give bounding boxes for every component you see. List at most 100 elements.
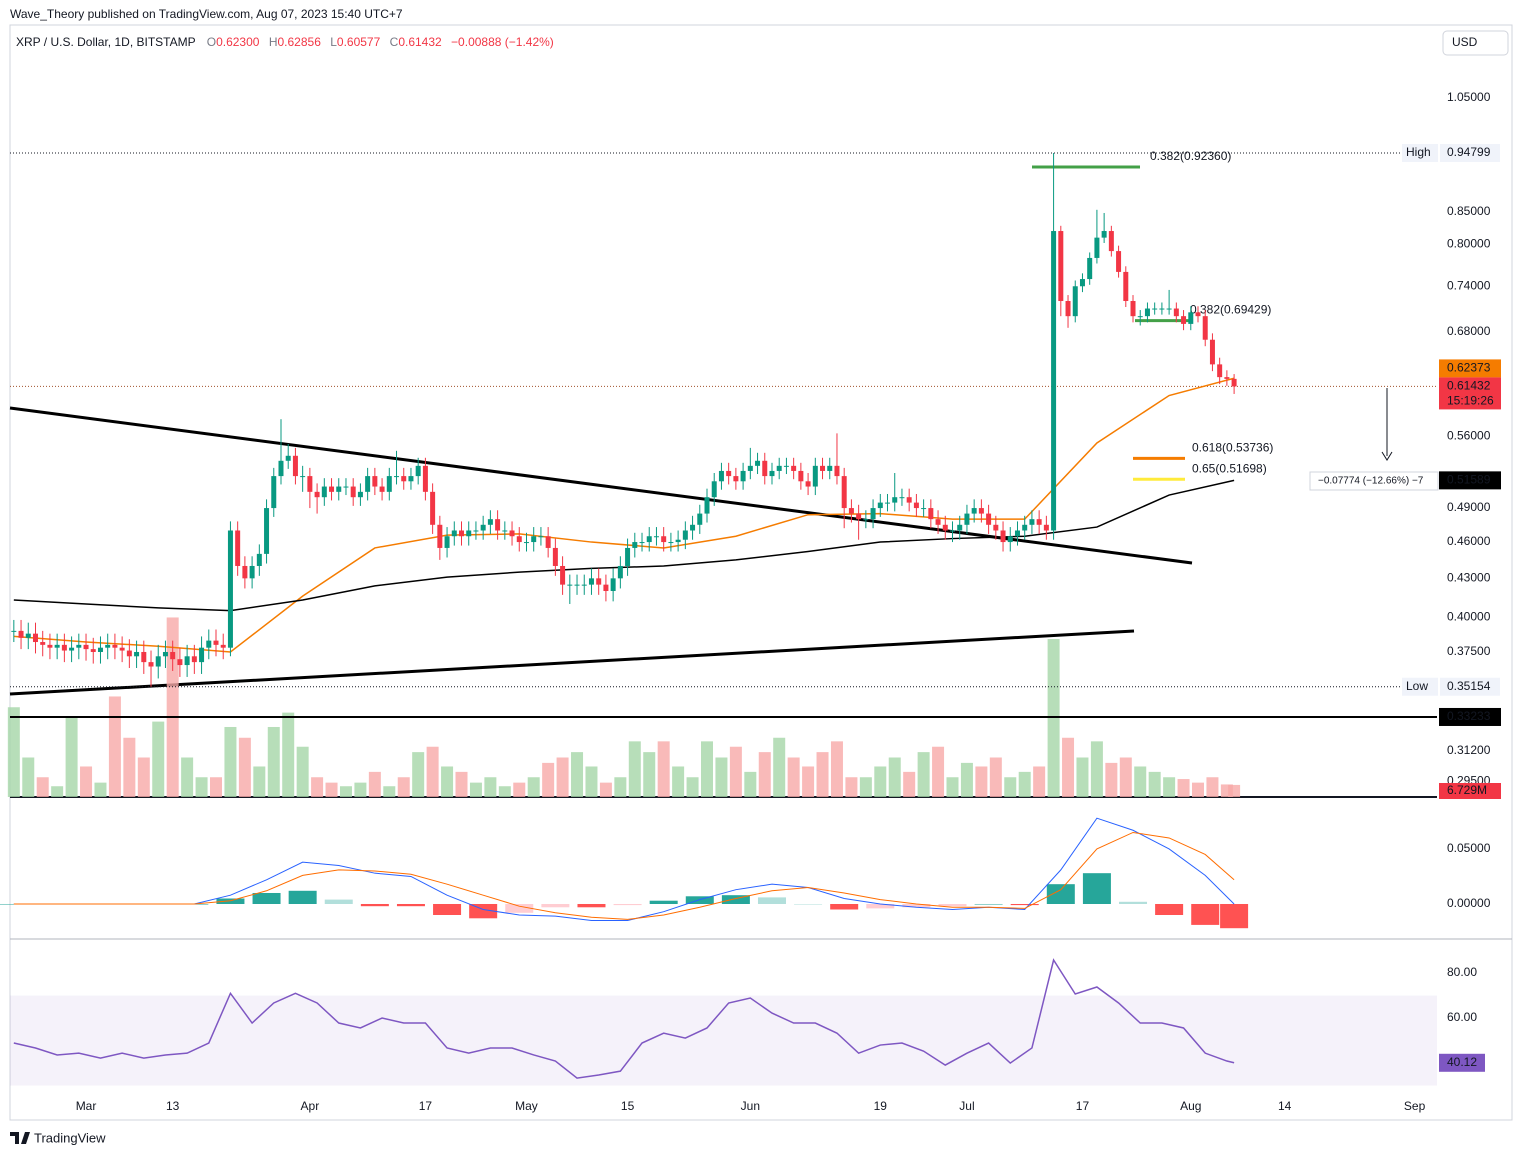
candle-body — [755, 460, 761, 466]
extreme-value: 0.35154 — [1447, 679, 1491, 693]
currency[interactable]: USD — [1452, 35, 1478, 49]
volume-bar — [137, 757, 150, 797]
candle-body — [1087, 257, 1093, 280]
y-tick-label: 0.80000 — [1447, 236, 1491, 250]
volume-bar — [195, 777, 208, 797]
candle-body — [422, 465, 428, 492]
candle-body — [1116, 251, 1122, 272]
candle-body — [1231, 378, 1237, 387]
candle-body — [401, 476, 407, 482]
volume-bar — [903, 771, 916, 797]
volume-bar — [181, 757, 194, 797]
ohlc-key: C — [390, 35, 399, 49]
volume-bar — [108, 696, 121, 797]
countdown: 15:19:26 — [1447, 394, 1494, 408]
candle-body — [899, 497, 905, 499]
candle-body — [83, 644, 89, 650]
candle-body — [617, 565, 623, 579]
candle-body — [227, 530, 233, 648]
y-tick-label: 60.00 — [1447, 1010, 1477, 1024]
candle-body — [971, 508, 977, 514]
volume-bar — [397, 777, 410, 797]
volume-bar — [643, 752, 656, 797]
macd-histogram-bar — [1119, 901, 1148, 904]
volume-bar — [657, 741, 670, 797]
y-tick-label: 0.43000 — [1447, 571, 1491, 585]
volume-bar — [7, 707, 20, 797]
candle-body — [574, 584, 580, 586]
y-tick-label: 80.00 — [1447, 965, 1477, 979]
x-tick-label: 15 — [621, 1099, 635, 1113]
volume-bar — [758, 752, 771, 797]
macd-histogram-bar — [902, 903, 931, 908]
volume-bar — [715, 757, 728, 797]
candle-body — [885, 502, 891, 504]
x-tick-label: 17 — [419, 1099, 433, 1113]
fib-label: 0.382(0.92360) — [1150, 149, 1231, 163]
price-tag-label: 0.51589 — [1447, 473, 1491, 487]
volume-bar — [455, 771, 468, 797]
candle-body — [964, 513, 970, 525]
candle-body — [1094, 237, 1100, 258]
macd-histogram-bar — [1082, 873, 1111, 904]
x-tick-label: May — [515, 1099, 538, 1113]
volume-bar — [571, 752, 584, 797]
candle-body — [791, 465, 797, 471]
volume-bar — [1191, 782, 1204, 797]
candle-body — [18, 630, 24, 638]
candle-body — [639, 542, 645, 544]
y-tick-label: 0.74000 — [1447, 278, 1491, 292]
candle-body — [47, 644, 53, 648]
macd-line — [13, 817, 1235, 922]
volume-bar — [917, 752, 930, 797]
price-tag — [1439, 707, 1501, 726]
volume-bar — [36, 777, 49, 797]
currency-button[interactable] — [1442, 30, 1509, 56]
volume-bar — [946, 777, 959, 797]
candle-body — [141, 651, 147, 663]
volume-bar — [1047, 639, 1060, 797]
volume-bar — [1018, 771, 1031, 797]
candle-body — [661, 536, 667, 543]
candle-body — [798, 470, 804, 482]
macd-histogram-bar — [794, 903, 823, 905]
candle-body — [25, 633, 31, 638]
candle-body — [40, 642, 46, 645]
candle-body — [552, 547, 558, 566]
x-tick-label: Apr — [301, 1099, 320, 1113]
candle-body — [69, 647, 75, 651]
candle-body — [646, 536, 652, 543]
macd-histogram-bar — [469, 903, 498, 919]
candle-body — [560, 565, 566, 585]
candle-body — [1007, 536, 1013, 543]
volume-bar — [513, 782, 526, 797]
candle-body — [841, 476, 847, 509]
volume-bar — [599, 782, 612, 797]
fib-label: 0.382(0.69429) — [1190, 303, 1271, 317]
macd-histogram-bar — [938, 903, 967, 907]
candle-body — [1043, 524, 1049, 531]
candle-body — [935, 519, 941, 525]
volume-bar — [686, 777, 699, 797]
volume-bar — [1163, 777, 1176, 797]
volume-bar — [960, 762, 973, 797]
candle-body — [170, 651, 176, 660]
macd-histogram-bar — [288, 890, 317, 904]
candle-body — [1188, 312, 1194, 324]
candle-body — [668, 542, 674, 544]
candle-body — [307, 476, 313, 492]
candle-body — [444, 536, 450, 548]
candle-body — [54, 644, 60, 648]
volume-bar — [238, 737, 251, 797]
candle-body — [812, 465, 818, 487]
candle-body — [523, 542, 529, 544]
candle-body — [61, 644, 67, 651]
volume-bar — [282, 712, 295, 797]
candle-body — [625, 547, 631, 566]
candle-body — [588, 578, 594, 585]
candle-body — [596, 578, 602, 585]
price-tag-label: 0.33233 — [1447, 709, 1491, 723]
macd-histogram-bar — [1220, 903, 1249, 929]
extreme-tag — [1402, 677, 1438, 696]
candle-body — [1217, 364, 1223, 378]
